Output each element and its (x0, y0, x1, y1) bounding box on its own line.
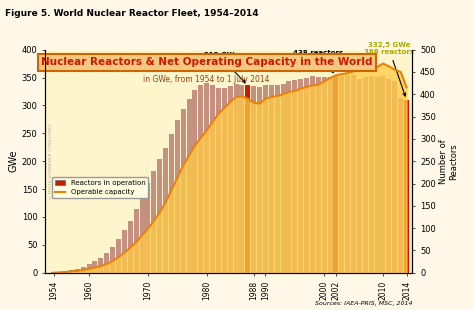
Bar (292, 80, 297, 273)
Bar (210, 85, 215, 273)
Bar (116, 239, 121, 273)
Bar (386, 79, 392, 273)
Bar (369, 76, 374, 273)
Bar (316, 77, 321, 273)
Bar (269, 85, 274, 273)
Bar (110, 247, 115, 273)
Bar (187, 99, 191, 273)
Y-axis label: Number of
Reactors: Number of Reactors (438, 139, 458, 184)
Bar (404, 100, 409, 273)
Bar (234, 84, 238, 273)
Bar (310, 76, 315, 273)
Bar (134, 210, 138, 273)
Bar (75, 269, 80, 273)
Bar (128, 221, 133, 273)
Bar (157, 159, 162, 273)
Bar (334, 76, 338, 273)
Bar (239, 85, 245, 273)
Y-axis label: GWe: GWe (9, 150, 19, 172)
Bar (151, 171, 156, 273)
Text: in GWe, from 1954 to 1 July 2014: in GWe, from 1954 to 1 July 2014 (144, 75, 270, 84)
Bar (69, 270, 74, 273)
Bar (345, 76, 350, 273)
Bar (339, 76, 344, 273)
Bar (169, 134, 174, 273)
Bar (263, 85, 268, 273)
Bar (122, 230, 127, 273)
Bar (322, 77, 327, 273)
Bar (281, 83, 285, 273)
Bar (99, 258, 103, 273)
Bar (286, 81, 292, 273)
Text: 438 reactors: 438 reactors (293, 50, 344, 73)
Bar (92, 261, 98, 273)
Bar (228, 86, 233, 273)
Bar (81, 267, 86, 273)
Text: Figure 5. World Nuclear Reactor Fleet, 1954–2014: Figure 5. World Nuclear Reactor Fleet, 1… (5, 9, 258, 18)
Bar (398, 98, 403, 273)
Text: Nuclear Reactors & Net Operating Capacity in the World: Nuclear Reactors & Net Operating Capacit… (41, 57, 373, 67)
Bar (392, 81, 397, 273)
Bar (374, 77, 380, 273)
Bar (146, 183, 150, 273)
Bar (298, 79, 303, 273)
Bar (222, 88, 227, 273)
Bar (357, 79, 362, 273)
Bar (163, 148, 168, 273)
Text: © MYCLE SCHNEIDER CONSULTING: © MYCLE SCHNEIDER CONSULTING (48, 123, 53, 199)
Text: 332,5 GWe
388 reactors: 332,5 GWe 388 reactors (364, 42, 414, 96)
Bar (246, 85, 250, 273)
Bar (181, 108, 186, 273)
Bar (204, 83, 209, 273)
Text: 312 GWe
420 reactors: 312 GWe 420 reactors (196, 51, 246, 82)
Bar (251, 86, 256, 273)
Bar (198, 85, 203, 273)
Bar (192, 90, 197, 273)
Bar (216, 87, 221, 273)
Bar (351, 75, 356, 273)
Bar (304, 78, 309, 273)
Legend: Reactors in operation, Operable capacity: Reactors in operation, Operable capacity (52, 177, 148, 198)
Bar (57, 272, 62, 273)
Bar (63, 271, 68, 273)
Bar (139, 196, 145, 273)
Bar (275, 85, 280, 273)
Bar (51, 272, 56, 273)
Bar (87, 264, 91, 273)
Bar (257, 87, 262, 273)
Bar (328, 77, 333, 273)
Bar (381, 76, 385, 273)
Bar (104, 253, 109, 273)
Bar (363, 77, 368, 273)
Bar (175, 120, 180, 273)
Text: Sources: IAEA-PRIS, MSC, 2014: Sources: IAEA-PRIS, MSC, 2014 (315, 301, 412, 306)
